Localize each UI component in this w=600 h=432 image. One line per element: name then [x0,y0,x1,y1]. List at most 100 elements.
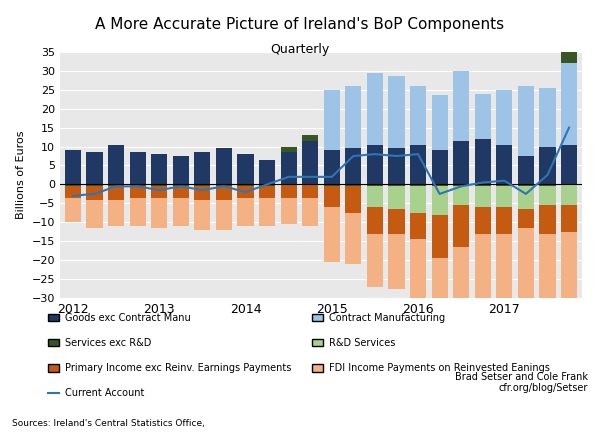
Bar [173,184,189,186]
Bar [194,152,211,184]
Bar [388,76,404,149]
Bar [431,215,448,258]
Bar [539,186,556,205]
Text: FDI Income Payments on Reinvested Eanings: FDI Income Payments on Reinvested Eaning… [329,362,550,373]
Bar [259,184,275,186]
Bar [410,145,426,184]
Bar [431,150,448,184]
Text: Services exc R&D: Services exc R&D [65,337,151,348]
Bar [410,239,426,313]
Bar [302,141,319,184]
Bar [216,200,232,230]
Bar [302,184,319,198]
Bar [151,198,167,228]
Bar [86,200,103,228]
Bar [130,186,146,198]
Bar [108,184,124,186]
Bar [108,200,124,226]
Bar [539,146,556,184]
Bar [453,184,469,186]
Bar [281,184,297,198]
Bar [431,184,448,186]
Text: Brad Setser and Cole Frank
cfr.org/blog/Setser: Brad Setser and Cole Frank cfr.org/blog/… [455,372,588,393]
Bar [259,198,275,226]
Bar [86,184,103,186]
Text: R&D Services: R&D Services [329,337,395,348]
Text: A More Accurate Picture of Ireland's BoP Components: A More Accurate Picture of Ireland's BoP… [95,17,505,32]
Text: Sources: Ireland's Central Statistics Office,: Sources: Ireland's Central Statistics Of… [12,419,205,428]
Bar [130,152,146,184]
Y-axis label: Billions of Euros: Billions of Euros [16,131,26,219]
Bar [496,234,512,304]
Bar [65,186,81,198]
Bar [367,186,383,207]
Bar [388,186,404,209]
Bar [539,234,556,300]
Bar [431,95,448,150]
Bar [388,234,404,289]
Bar [475,184,491,186]
Bar [130,184,146,186]
Bar [345,86,361,149]
Bar [323,186,340,207]
Bar [431,186,448,215]
Text: Primary Income exc Reinv. Earnings Payments: Primary Income exc Reinv. Earnings Payme… [65,362,291,373]
Bar [475,186,491,207]
Bar [367,234,383,287]
Bar [410,86,426,145]
Bar [65,184,81,186]
Bar [65,198,81,222]
Text: Current Account: Current Account [65,388,144,398]
Bar [453,247,469,347]
Bar [561,63,577,145]
Bar [323,150,340,184]
Bar [151,154,167,184]
Bar [302,198,319,226]
Bar [453,205,469,247]
Bar [323,207,340,262]
Bar [561,184,577,205]
Bar [539,205,556,234]
Bar [173,156,189,184]
Bar [367,207,383,234]
Bar [323,184,340,186]
Bar [518,156,534,184]
Bar [65,150,81,184]
Bar [86,186,103,200]
Bar [496,186,512,207]
Bar [539,184,556,186]
Bar [561,232,577,298]
Bar [367,184,383,186]
Bar [388,209,404,234]
Bar [518,209,534,228]
Bar [496,184,512,186]
Bar [410,213,426,239]
Bar [86,152,103,184]
Text: Quarterly: Quarterly [271,43,329,56]
Bar [518,228,534,302]
Bar [410,184,426,186]
Bar [130,198,146,226]
Bar [194,186,211,200]
Bar [108,145,124,184]
Bar [518,186,534,209]
Bar [496,207,512,234]
Bar [431,258,448,357]
Bar [173,198,189,226]
Bar [281,152,297,184]
Bar [216,186,232,200]
Bar [302,135,319,141]
Bar [496,90,512,145]
Bar [108,186,124,200]
Bar [281,146,297,152]
Bar [475,234,491,308]
Bar [475,207,491,234]
Bar [475,139,491,184]
Bar [345,184,361,186]
Bar [388,149,404,184]
Bar [388,184,404,186]
Bar [453,71,469,141]
Bar [561,205,577,232]
Bar [345,213,361,264]
Bar [281,198,297,224]
